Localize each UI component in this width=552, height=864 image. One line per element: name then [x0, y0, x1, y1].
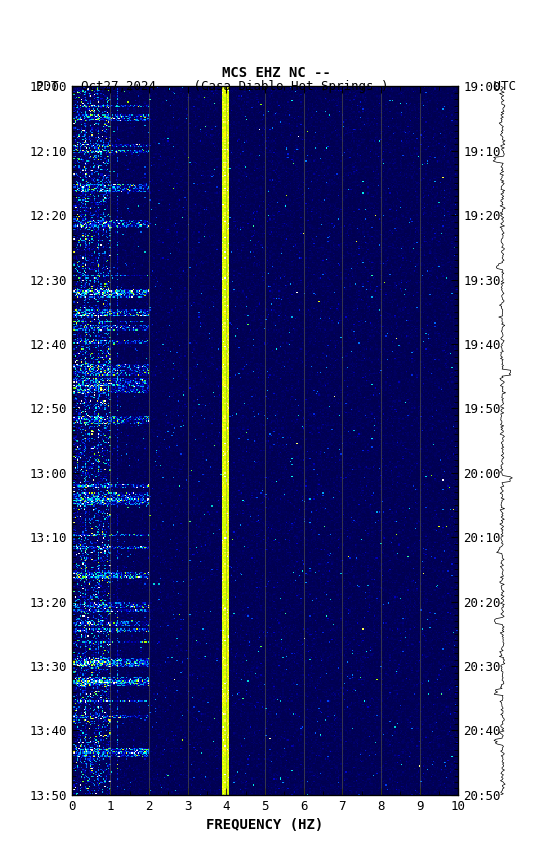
- X-axis label: FREQUENCY (HZ): FREQUENCY (HZ): [206, 818, 323, 832]
- Text: PDT   Oct27,2024     (Casa Diablo Hot Springs )              UTC: PDT Oct27,2024 (Casa Diablo Hot Springs …: [36, 79, 516, 93]
- Text: MCS EHZ NC --: MCS EHZ NC --: [221, 67, 331, 80]
